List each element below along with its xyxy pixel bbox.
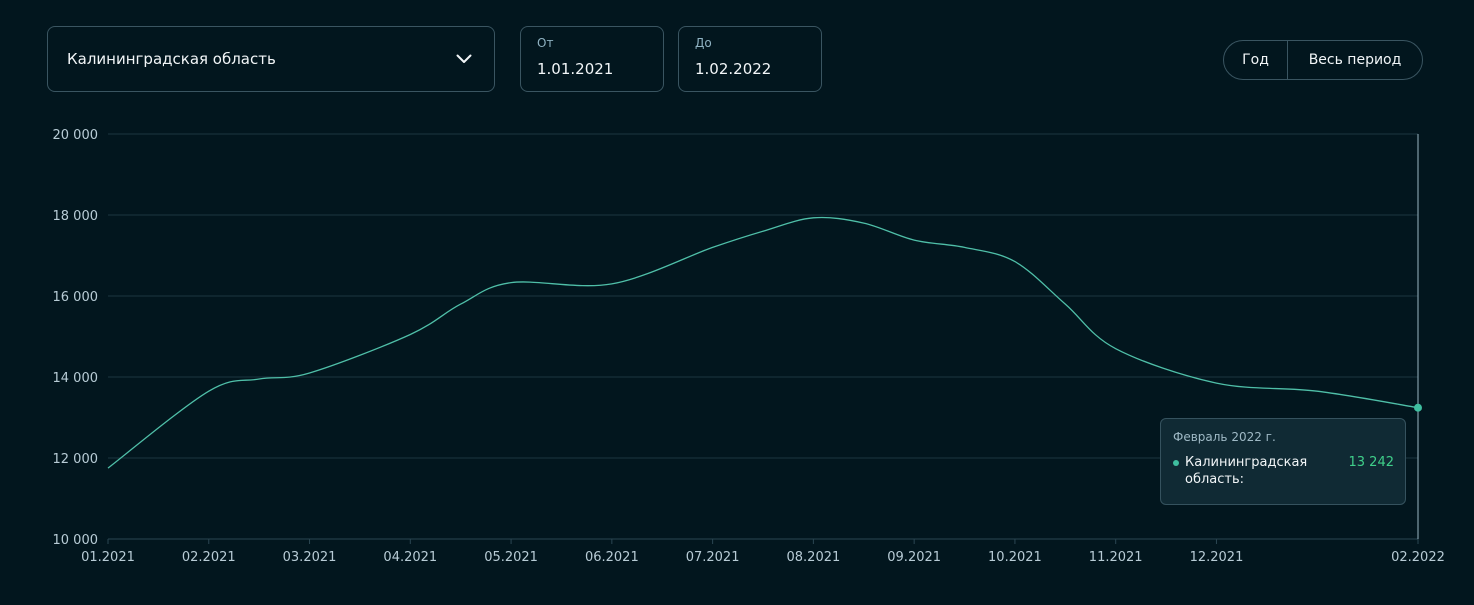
date-to-caption: До (695, 36, 712, 50)
y-tick-label: 10 000 (53, 533, 99, 548)
x-tick-label: 02.2022 (1391, 550, 1445, 565)
y-tick-label: 16 000 (53, 290, 99, 305)
x-tick-label: 07.2021 (686, 550, 740, 565)
chart-tooltip: Февраль 2022 г. Калининградская область:… (1160, 418, 1406, 505)
date-from-caption: От (537, 36, 554, 50)
series-line (107, 216, 1419, 469)
x-tick-label: 04.2021 (383, 550, 437, 565)
period-all-button[interactable]: Весь период (1308, 52, 1402, 68)
region-select[interactable]: Калининградская область (47, 26, 495, 92)
x-tick-label: 09.2021 (887, 550, 941, 565)
x-tick-label: 05.2021 (484, 550, 538, 565)
y-tick-label: 14 000 (53, 371, 99, 386)
y-tick-label: 18 000 (53, 209, 99, 224)
date-from-value: 1.01.2021 (537, 60, 614, 78)
x-tick-label: 06.2021 (585, 550, 639, 565)
x-tick-label: 11.2021 (1089, 550, 1143, 565)
date-to-field[interactable]: До 1.02.2022 (678, 26, 822, 92)
y-tick-label: 20 000 (53, 128, 99, 143)
x-tick-label: 03.2021 (283, 550, 337, 565)
tooltip-series-name: Калининградская область: (1185, 455, 1308, 487)
x-tick-label: 12.2021 (1190, 550, 1244, 565)
tooltip-value: 13 242 (1348, 455, 1395, 470)
tooltip-row: Калининградская область: 13 242 (1173, 454, 1394, 488)
series-dot-icon (1173, 460, 1179, 466)
region-select-value: Калининградская область (67, 50, 276, 68)
tooltip-title: Февраль 2022 г. (1173, 430, 1276, 444)
x-tick-label: 10.2021 (988, 550, 1042, 565)
y-tick-label: 12 000 (53, 452, 99, 467)
date-from-field[interactable]: От 1.01.2021 (520, 26, 664, 92)
x-tick-label: 08.2021 (787, 550, 841, 565)
period-year-button[interactable]: Год (1224, 41, 1288, 79)
chevron-down-icon (454, 49, 474, 69)
x-tick-label: 01.2021 (81, 550, 135, 565)
period-toggle: Год Весь период (1223, 40, 1423, 80)
highlight-point (1414, 403, 1422, 412)
date-to-value: 1.02.2022 (695, 60, 772, 78)
x-tick-label: 02.2021 (182, 550, 236, 565)
